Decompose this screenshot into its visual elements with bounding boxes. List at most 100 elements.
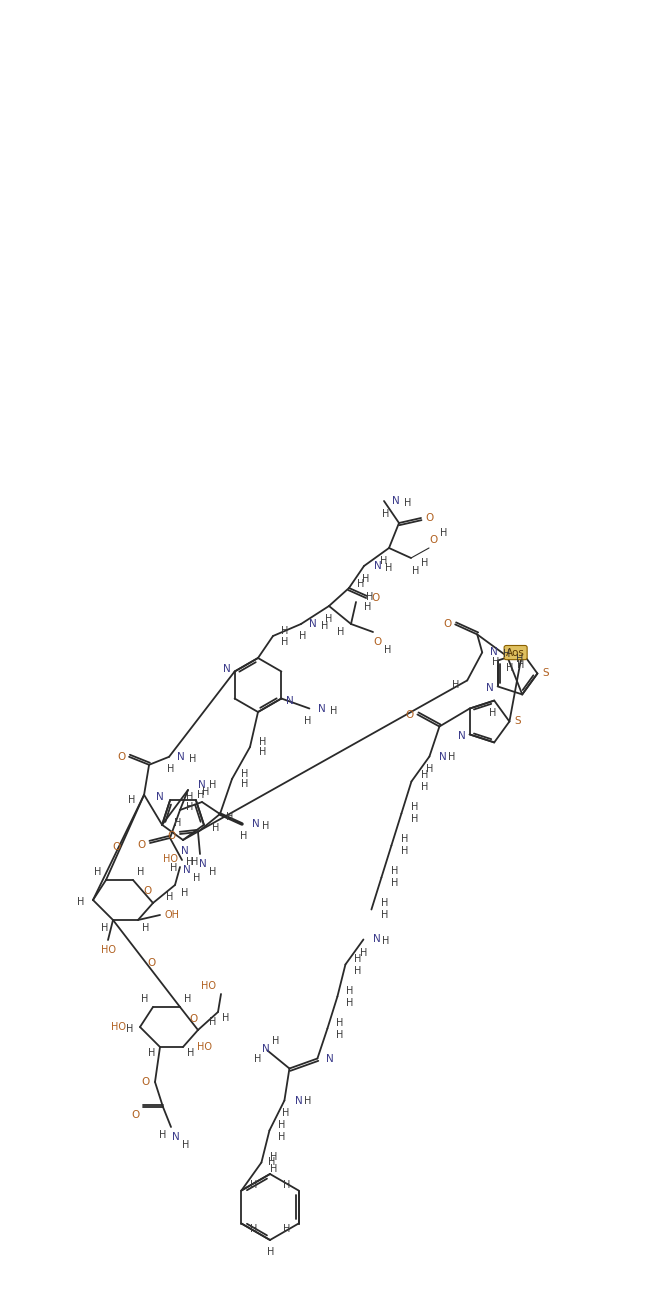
Text: N: N <box>183 865 191 875</box>
Text: N: N <box>325 1053 333 1064</box>
Text: H: H <box>452 681 459 690</box>
Text: H: H <box>283 1223 290 1233</box>
Text: H: H <box>364 602 372 612</box>
Text: H: H <box>503 650 510 659</box>
Text: H: H <box>270 1152 277 1162</box>
Text: N: N <box>223 664 231 674</box>
Text: H: H <box>128 795 136 805</box>
Text: H: H <box>187 792 194 802</box>
Text: H: H <box>299 632 307 641</box>
Text: N: N <box>392 495 400 506</box>
Text: S: S <box>514 716 521 726</box>
Text: H: H <box>259 737 267 747</box>
Text: H: H <box>489 708 496 717</box>
Text: H: H <box>189 754 197 764</box>
Text: H: H <box>184 994 192 1004</box>
Text: H: H <box>148 1048 156 1058</box>
Text: H: H <box>137 866 145 877</box>
Text: H: H <box>170 863 178 873</box>
Text: O: O <box>117 752 125 761</box>
Text: H: H <box>187 802 194 812</box>
Text: HO: HO <box>100 946 115 955</box>
Text: OH: OH <box>165 910 179 920</box>
Text: H: H <box>249 1223 257 1233</box>
Text: H: H <box>283 1180 290 1191</box>
Text: O: O <box>374 637 382 647</box>
Text: O: O <box>147 958 156 969</box>
Text: N: N <box>318 703 325 713</box>
Text: H: H <box>77 898 85 907</box>
Text: H: H <box>241 779 249 789</box>
Text: H: H <box>241 769 249 779</box>
Text: N: N <box>252 818 260 829</box>
Text: H: H <box>95 866 102 877</box>
Text: H: H <box>187 857 194 866</box>
Text: N: N <box>177 752 185 761</box>
Text: H: H <box>193 873 201 883</box>
Text: H: H <box>272 1035 279 1045</box>
Text: H: H <box>421 558 429 568</box>
Text: H: H <box>384 645 391 655</box>
Text: H: H <box>330 706 337 716</box>
Text: N: N <box>373 935 380 944</box>
Text: O: O <box>131 1110 139 1121</box>
Text: H: H <box>381 910 388 921</box>
Text: O: O <box>405 709 413 720</box>
Text: N: N <box>295 1096 303 1105</box>
Text: H: H <box>209 866 216 877</box>
Text: H: H <box>202 787 209 798</box>
Text: H: H <box>209 779 216 790</box>
Text: H: H <box>516 660 524 669</box>
Text: H: H <box>336 1030 343 1039</box>
Text: H: H <box>346 986 353 996</box>
Text: H: H <box>213 822 220 833</box>
Text: HO: HO <box>198 1041 213 1052</box>
Text: H: H <box>380 556 388 565</box>
Text: H: H <box>411 815 418 825</box>
Text: H: H <box>262 821 270 831</box>
Text: H: H <box>126 1025 133 1034</box>
Text: HO: HO <box>111 1022 126 1032</box>
Text: H: H <box>400 834 408 844</box>
Text: H: H <box>240 831 248 840</box>
Text: H: H <box>278 1119 285 1130</box>
Text: H: H <box>400 847 408 856</box>
Text: H: H <box>143 923 150 933</box>
Text: H: H <box>421 782 428 792</box>
Text: H: H <box>421 770 428 781</box>
Text: H: H <box>354 953 361 964</box>
Text: N: N <box>262 1044 270 1053</box>
Text: H: H <box>391 878 398 888</box>
Text: H: H <box>411 803 418 812</box>
Text: H: H <box>338 626 345 637</box>
Text: H: H <box>304 1096 311 1106</box>
Text: N: N <box>491 647 498 658</box>
Text: N: N <box>198 779 206 790</box>
Text: N: N <box>457 732 465 742</box>
Text: H: H <box>362 575 370 584</box>
Text: O: O <box>371 593 379 603</box>
Text: H: H <box>360 948 367 957</box>
Text: H: H <box>268 1157 275 1167</box>
Text: H: H <box>281 637 289 647</box>
Text: H: H <box>304 716 311 725</box>
Text: N: N <box>309 619 317 629</box>
Text: N: N <box>439 751 446 761</box>
Text: H: H <box>354 965 361 975</box>
Text: H: H <box>174 818 181 827</box>
Text: N: N <box>374 562 382 571</box>
Text: HO: HO <box>163 853 178 864</box>
Text: H: H <box>336 1018 343 1027</box>
Text: H: H <box>187 1048 194 1058</box>
Text: H: H <box>254 1053 261 1064</box>
Text: N: N <box>486 684 494 694</box>
Text: O: O <box>168 831 176 840</box>
Text: H: H <box>505 664 513 673</box>
Text: O: O <box>430 534 438 545</box>
Text: N: N <box>156 792 164 803</box>
Text: H: H <box>391 866 398 877</box>
Text: N: N <box>172 1132 180 1141</box>
Text: H: H <box>101 923 109 933</box>
Text: H: H <box>386 563 393 573</box>
Text: H: H <box>268 1246 275 1257</box>
